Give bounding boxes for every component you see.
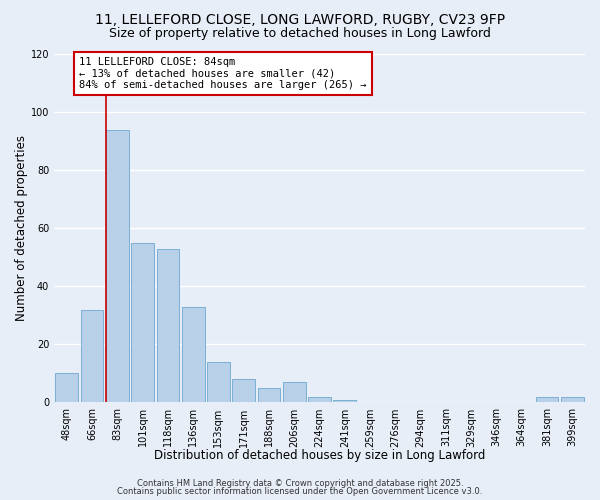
Text: Contains public sector information licensed under the Open Government Licence v3: Contains public sector information licen… bbox=[118, 487, 482, 496]
Bar bbox=[334, 400, 356, 402]
Bar bbox=[207, 362, 230, 403]
Bar bbox=[157, 248, 179, 402]
Bar bbox=[536, 396, 559, 402]
Bar bbox=[257, 388, 280, 402]
X-axis label: Distribution of detached houses by size in Long Lawford: Distribution of detached houses by size … bbox=[154, 450, 485, 462]
Bar bbox=[308, 396, 331, 402]
Text: 11, LELLEFORD CLOSE, LONG LAWFORD, RUGBY, CV23 9FP: 11, LELLEFORD CLOSE, LONG LAWFORD, RUGBY… bbox=[95, 12, 505, 26]
Y-axis label: Number of detached properties: Number of detached properties bbox=[15, 135, 28, 321]
Bar bbox=[80, 310, 103, 402]
Bar bbox=[131, 243, 154, 402]
Text: Contains HM Land Registry data © Crown copyright and database right 2025.: Contains HM Land Registry data © Crown c… bbox=[137, 478, 463, 488]
Text: Size of property relative to detached houses in Long Lawford: Size of property relative to detached ho… bbox=[109, 28, 491, 40]
Bar bbox=[55, 374, 78, 402]
Text: 11 LELLEFORD CLOSE: 84sqm
← 13% of detached houses are smaller (42)
84% of semi-: 11 LELLEFORD CLOSE: 84sqm ← 13% of detac… bbox=[79, 57, 367, 90]
Bar bbox=[561, 396, 584, 402]
Bar bbox=[283, 382, 305, 402]
Bar bbox=[106, 130, 129, 402]
Bar bbox=[232, 380, 255, 402]
Bar bbox=[182, 306, 205, 402]
